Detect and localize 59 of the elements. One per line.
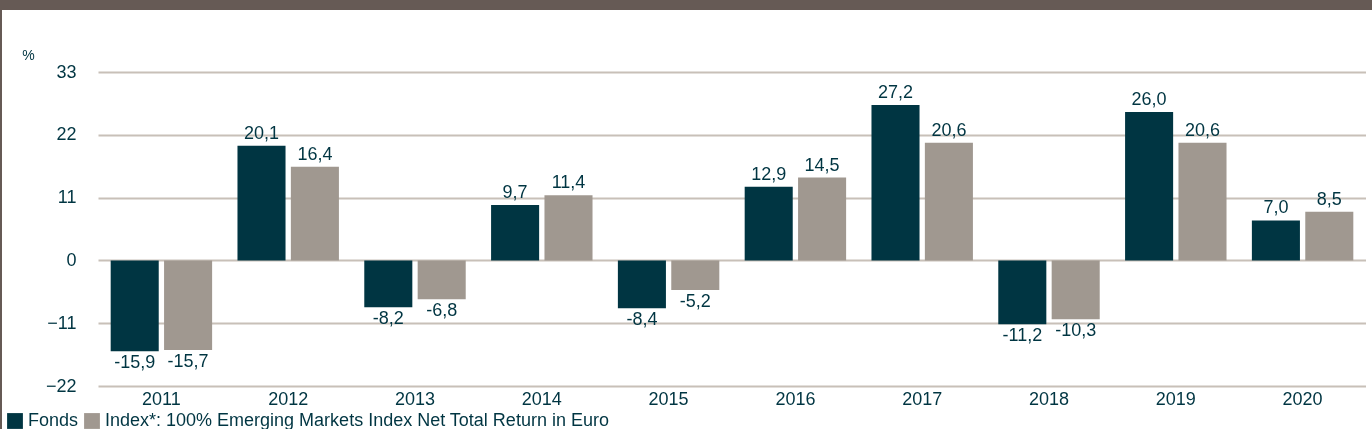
data-label: 8,5: [1316, 188, 1342, 209]
data-label: -5,2: [679, 291, 711, 312]
y-tick-label: −11: [47, 312, 77, 333]
x-tick-label: 2014: [521, 388, 562, 409]
x-tick-label: 2019: [1155, 388, 1196, 409]
bar: [1251, 220, 1300, 261]
data-label: -8,2: [372, 308, 404, 329]
x-tick-label: 2017: [902, 388, 943, 409]
data-label: -8,4: [626, 309, 658, 330]
data-label: 27,2: [877, 82, 914, 103]
legend-label: Index*: 100% Emerging Markets Index Net Total Return in Euro: [105, 410, 609, 429]
x-tick-label: 2018: [1028, 388, 1070, 409]
x-tick-label: 2013: [394, 388, 436, 409]
x-tick-label: 2011: [142, 388, 181, 409]
y-tick-label: −22: [45, 375, 77, 396]
data-label: 7,0: [1263, 197, 1289, 218]
bar: [998, 260, 1047, 325]
data-label: -15,9: [114, 352, 156, 373]
bar: [1125, 111, 1174, 261]
bar: [491, 205, 540, 261]
x-tick-label: 2020: [1282, 388, 1323, 409]
y-axis-title: %: [22, 46, 35, 63]
data-label: -15,7: [167, 351, 209, 372]
bar: [1305, 211, 1354, 261]
bar: [237, 145, 286, 261]
data-label: 9,7: [502, 182, 528, 203]
bar: [1178, 142, 1227, 261]
data-label: 26,0: [1131, 88, 1167, 109]
data-label: -11,2: [1002, 325, 1043, 346]
data-label: 14,5: [804, 154, 840, 175]
legend-label: Fonds: [28, 410, 79, 429]
bar: [364, 260, 413, 308]
bar: [290, 166, 339, 261]
data-label: -10,3: [1055, 320, 1097, 341]
bar: [924, 142, 973, 261]
y-tick-label: 22: [56, 124, 77, 145]
bar: [744, 186, 793, 261]
bar: [617, 260, 666, 309]
bar: [871, 105, 920, 261]
data-label: 11,4: [551, 172, 586, 193]
data-label: 16,4: [297, 143, 333, 164]
data-label: 20,6: [931, 119, 967, 140]
bar: [110, 260, 159, 352]
y-tick-label: 33: [56, 61, 77, 82]
bar: [798, 177, 847, 261]
bar: [417, 260, 466, 300]
data-label: 12,9: [751, 163, 787, 184]
x-tick-label: 2016: [775, 388, 816, 409]
y-tick-label: 0: [66, 249, 77, 270]
x-tick-label: 2012: [268, 388, 309, 409]
bar: [544, 195, 593, 261]
y-tick-label: 11: [57, 187, 77, 208]
bar: [1051, 260, 1100, 320]
bar: [671, 260, 720, 291]
x-tick-label: 2015: [648, 388, 689, 409]
bar: [164, 260, 213, 351]
data-label: 20,1: [243, 122, 280, 143]
data-label: 20,6: [1184, 119, 1221, 140]
data-label: -6,8: [426, 300, 458, 321]
